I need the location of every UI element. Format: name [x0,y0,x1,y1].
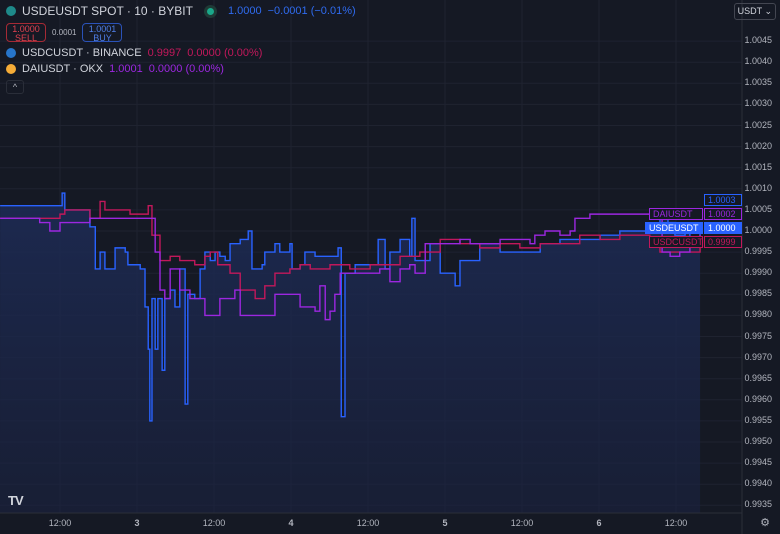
currency-selector[interactable]: USDT ⌄ [733,3,776,20]
price-tick-label: 1.0020 [744,140,772,151]
price-tick-label: 0.9935 [744,499,772,510]
price-tag-label: DAIUSDT [649,208,703,220]
usde-logo-icon [6,6,16,16]
time-tick-label: 12:00 [48,518,72,528]
price-tag-value: 0.9999 [704,236,742,248]
compare-symbol: DAIUSDT · OKX [22,63,104,75]
price-tick-label: 1.0035 [744,77,772,88]
market-open-status-icon [206,7,214,15]
price-tag-value: 1.0002 [704,208,742,220]
price-tick-label: 1.0045 [744,35,772,46]
chevron-up-icon: ^ [12,82,18,92]
price-tick-label: 1.0015 [744,161,772,172]
price-tick-label: 1.0010 [744,182,772,193]
price-tick-label: 0.9995 [744,246,772,257]
sell-label: SELL [14,33,38,43]
main-price: 1.0000 [227,5,262,17]
series-line-usdcusdt [0,200,701,300]
settings-gear-icon[interactable]: ⚙ [760,517,770,529]
price-tick-label: 1.0030 [744,98,772,109]
price-tick-label: 1.0040 [744,56,772,67]
price-tick-label: 1.0000 [744,225,772,235]
time-tick-label: 5 [442,518,448,528]
price-tick-label: 1.0025 [744,119,772,130]
usdc-logo-icon [6,48,16,58]
chart-legend: USDEUSDT SPOT · 10 · BYBIT 1.0000 −0.000… [6,3,356,94]
collapse-legend-button[interactable]: ^ [6,80,24,94]
series-lines [0,192,701,422]
sell-price: 1.0000 [12,24,40,34]
price-tick-label: 0.9990 [744,267,772,278]
time-tick-label: 3 [134,518,140,528]
time-tick-label: 12:00 [202,518,226,528]
price-tick-label: 0.9940 [744,478,772,489]
compare-change: 0.0000 (0.00%) [148,63,224,75]
price-tag-value: 1.0000 [704,222,742,234]
price-tick-label: 0.9985 [744,288,772,299]
main-symbol-title: USDEUSDT SPOT · 10 · BYBIT [22,4,193,18]
price-tag-value: 1.0003 [704,194,742,206]
price-tick-label: 0.9980 [744,309,772,320]
price-tick-label: 1.0005 [744,203,772,214]
price-tag-label: USDEUSDT [645,222,703,234]
price-tick-label: 0.9950 [744,436,772,446]
chevron-down-icon: ⌄ [764,6,772,16]
time-tick-label: 12:00 [664,518,688,528]
usde-area [0,193,701,513]
sell-button[interactable]: 1.0000 SELL [6,23,46,43]
price-tick-label: 0.9965 [744,372,772,383]
compare-symbol: USDCUSDT · BINANCE [22,47,142,59]
price-tick-label: 0.9970 [744,351,772,362]
price-tick-label: 0.9960 [744,393,772,404]
spread-value: 0.0001 [52,28,77,37]
series-line-daiusdt [0,213,701,321]
compare-price: 1.0001 [109,63,143,75]
price-tick-label: 0.9955 [744,414,772,425]
series-line-usdeusdt [0,192,701,422]
compare-price: 0.9997 [147,47,182,59]
time-tick-label: 6 [596,518,602,528]
currency-label: USDT [737,6,762,16]
buy-button[interactable]: 1.0001 BUY [82,23,123,43]
buy-label: BUY [93,33,112,43]
compare-change: 0.0000 (0.00%) [187,47,263,59]
compare-row-usdc[interactable]: USDCUSDT · BINANCE 0.9997 0.0000 (0.00%) [6,45,356,61]
time-tick-label: 12:00 [356,518,380,528]
tradingview-logo-icon[interactable]: TV [8,493,24,508]
dai-logo-icon [6,64,16,74]
time-tick-label: 4 [288,518,294,528]
usde-area-fill [0,193,701,513]
main-symbol-row[interactable]: USDEUSDT SPOT · 10 · BYBIT 1.0000 −0.000… [6,3,356,19]
buy-price: 1.0001 [88,24,117,34]
price-tag-label: USDCUSDT [649,236,703,248]
price-tick-label: 0.9945 [744,457,772,468]
compare-row-dai[interactable]: DAIUSDT · OKX 1.0001 0.0000 (0.00%) [6,61,356,77]
main-change: −0.0001 (−0.01%) [267,5,356,17]
price-tick-label: 0.9975 [744,330,772,341]
time-tick-label: 12:00 [510,518,534,528]
